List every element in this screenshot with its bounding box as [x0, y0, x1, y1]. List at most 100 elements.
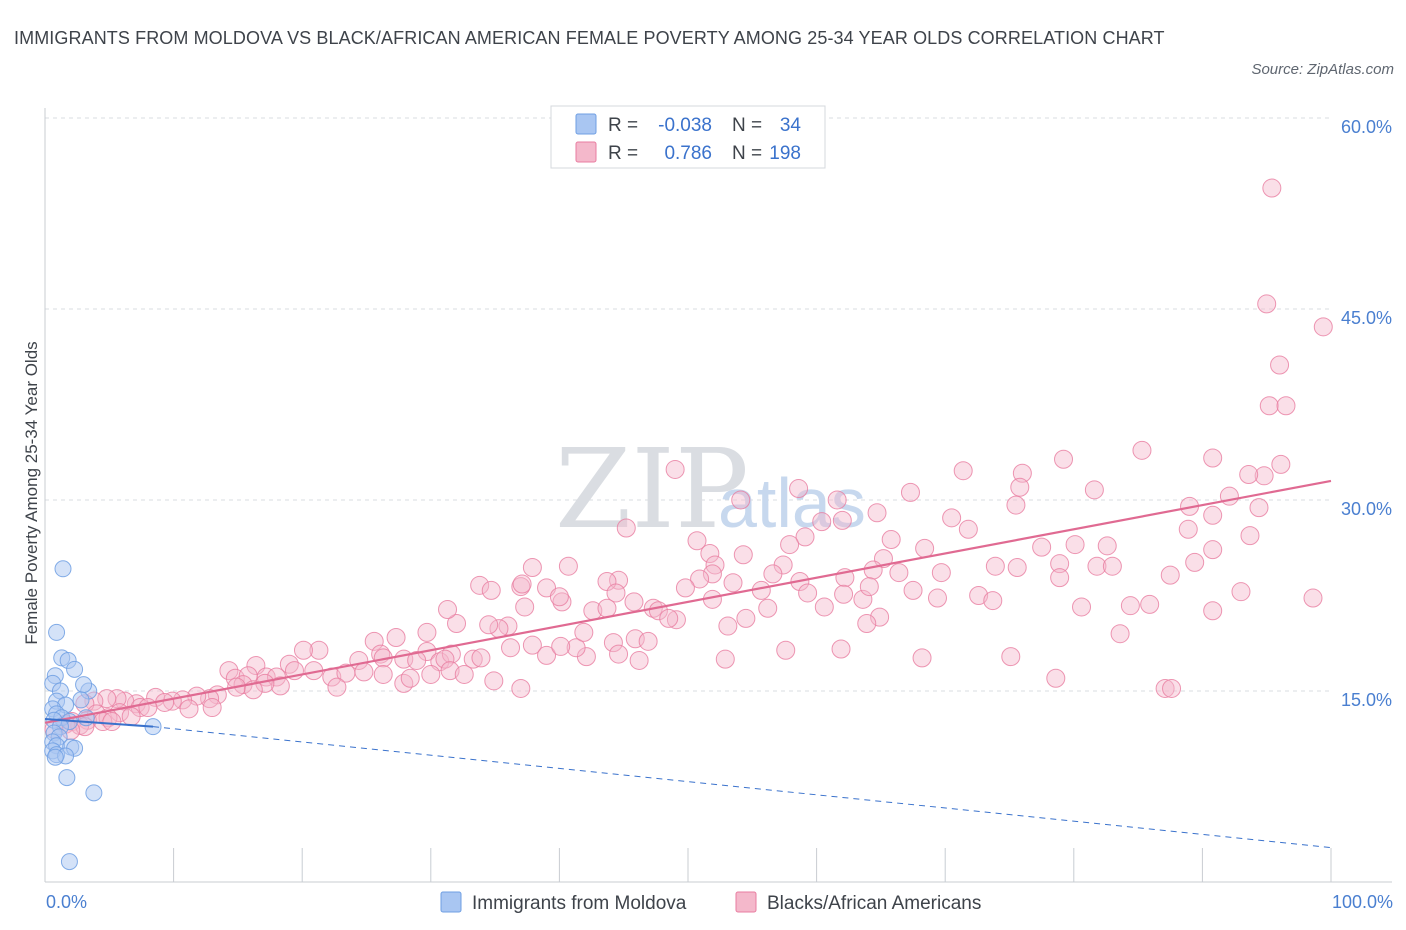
- point-blacks-4: [1259, 396, 1279, 416]
- point-blacks-80: [814, 597, 834, 617]
- legend-n-label-blue: N =: [732, 115, 762, 136]
- y-tick-label-2: 45.0%: [1341, 308, 1392, 328]
- trend-line-moldova: [44, 718, 154, 728]
- point-blacks-161: [400, 668, 420, 688]
- point-moldova-1: [48, 623, 66, 641]
- bottom-legend-swatch-moldova: [440, 891, 462, 913]
- point-blacks-158: [354, 662, 374, 682]
- point-blacks-44: [1102, 556, 1122, 576]
- trend-line-moldova-extension: [152, 726, 1332, 849]
- point-blacks-89: [857, 614, 877, 634]
- trend-line-blacks: [44, 479, 1332, 724]
- point-blacks-20: [1249, 498, 1269, 518]
- point-blacks-79: [751, 580, 771, 600]
- point-blacks-82: [853, 589, 873, 609]
- point-moldova-9: [75, 676, 93, 694]
- point-blacks-87: [927, 588, 947, 608]
- point-blacks-10: [1254, 466, 1274, 486]
- point-blacks-123: [441, 644, 461, 664]
- point-blacks-125: [501, 638, 521, 658]
- chart-title: IMMIGRANTS FROM MOLDOVA VS BLACK/AFRICAN…: [14, 28, 1165, 48]
- point-blacks-12: [1012, 463, 1032, 483]
- point-blacks-19: [942, 508, 962, 528]
- point-blacks-45: [1185, 552, 1205, 572]
- point-blacks-188: [202, 698, 222, 718]
- point-blacks-63: [675, 578, 695, 598]
- point-blacks-27: [867, 503, 887, 523]
- point-blacks-61: [723, 573, 743, 593]
- point-blacks-145: [309, 640, 329, 660]
- point-blacks-165: [484, 671, 504, 691]
- series-blacks-points: [44, 178, 1333, 740]
- point-blacks-14: [1084, 480, 1104, 500]
- point-blacks-139: [1162, 678, 1182, 698]
- point-blacks-55: [863, 560, 883, 580]
- point-blacks-11: [1239, 465, 1259, 485]
- point-blacks-74: [606, 583, 626, 603]
- point-blacks-99: [1072, 597, 1092, 617]
- point-blacks-94: [1120, 596, 1140, 616]
- bottom-legend-label-moldova: Immigrants from Moldova: [472, 893, 687, 914]
- point-blacks-85: [903, 580, 923, 600]
- point-blacks-114: [447, 614, 467, 634]
- point-blacks-78: [624, 592, 644, 612]
- point-blacks-31: [700, 543, 720, 563]
- point-blacks-40: [1050, 554, 1070, 574]
- point-blacks-5: [1276, 396, 1296, 416]
- point-blacks-128: [551, 636, 571, 656]
- legend-r-label-blue: R =: [608, 115, 638, 136]
- source-note: Source: ZipAtlas.com: [1251, 61, 1394, 78]
- legend-n-value-pink: 198: [769, 143, 801, 164]
- point-blacks-167: [327, 677, 347, 697]
- point-blacks-18: [1006, 495, 1026, 515]
- point-blacks-204: [659, 608, 679, 628]
- watermark: ZIP atlas: [555, 425, 866, 553]
- point-blacks-95: [1140, 594, 1160, 614]
- point-blacks-51: [780, 535, 800, 555]
- point-blacks-22: [1203, 505, 1223, 525]
- legend-n-value-blue: 34: [780, 115, 802, 136]
- point-blacks-118: [364, 631, 384, 651]
- point-blacks-66: [558, 556, 578, 576]
- y-tick-label-0: 15.0%: [1341, 690, 1392, 710]
- legend-r-value-blue: -0.038: [658, 115, 712, 136]
- point-blacks-130: [609, 644, 629, 664]
- point-blacks-131: [638, 631, 658, 651]
- point-blacks-109: [574, 622, 594, 642]
- point-moldova-0: [54, 560, 72, 578]
- point-blacks-96: [1203, 601, 1223, 621]
- point-blacks-67: [522, 557, 542, 577]
- point-blacks-50: [733, 545, 753, 565]
- point-blacks-48: [812, 512, 832, 532]
- x-tick-labels: 0.0% 100.0%: [46, 892, 1393, 912]
- y-tick-label-1: 30.0%: [1341, 499, 1392, 519]
- legend-r-value-pink: 0.786: [664, 143, 712, 164]
- bottom-legend-swatch-blacks: [735, 891, 757, 913]
- point-blacks-9: [1271, 454, 1291, 474]
- point-blacks-47: [915, 538, 935, 558]
- point-moldova-4: [66, 660, 84, 678]
- point-blacks-49: [795, 527, 815, 547]
- point-blacks-146: [293, 640, 313, 660]
- point-blacks-58: [763, 564, 783, 584]
- x-tick-label-0: 0.0%: [46, 892, 87, 912]
- point-blacks-24: [827, 490, 847, 510]
- point-blacks-141: [435, 649, 455, 669]
- bottom-legend-label-blacks: Blacks/African Americans: [767, 893, 981, 914]
- correlation-legend: R = -0.038 N = 34 R = 0.786 N = 198: [550, 105, 826, 169]
- point-blacks-53: [889, 563, 909, 583]
- point-blacks-8: [1054, 449, 1074, 469]
- point-blacks-168: [270, 676, 290, 696]
- point-blacks-42: [1007, 557, 1027, 577]
- point-blacks-180: [107, 689, 127, 709]
- legend-swatch-pink: [575, 141, 597, 163]
- point-blacks-28: [616, 518, 636, 538]
- point-blacks-134: [831, 639, 851, 659]
- point-blacks-32: [958, 519, 978, 539]
- point-blacks-140: [471, 648, 491, 668]
- point-moldova-12: [72, 691, 90, 709]
- point-blacks-33: [881, 529, 901, 549]
- point-blacks-3: [1270, 355, 1290, 375]
- point-blacks-13: [953, 461, 973, 481]
- point-blacks-1: [1257, 294, 1277, 314]
